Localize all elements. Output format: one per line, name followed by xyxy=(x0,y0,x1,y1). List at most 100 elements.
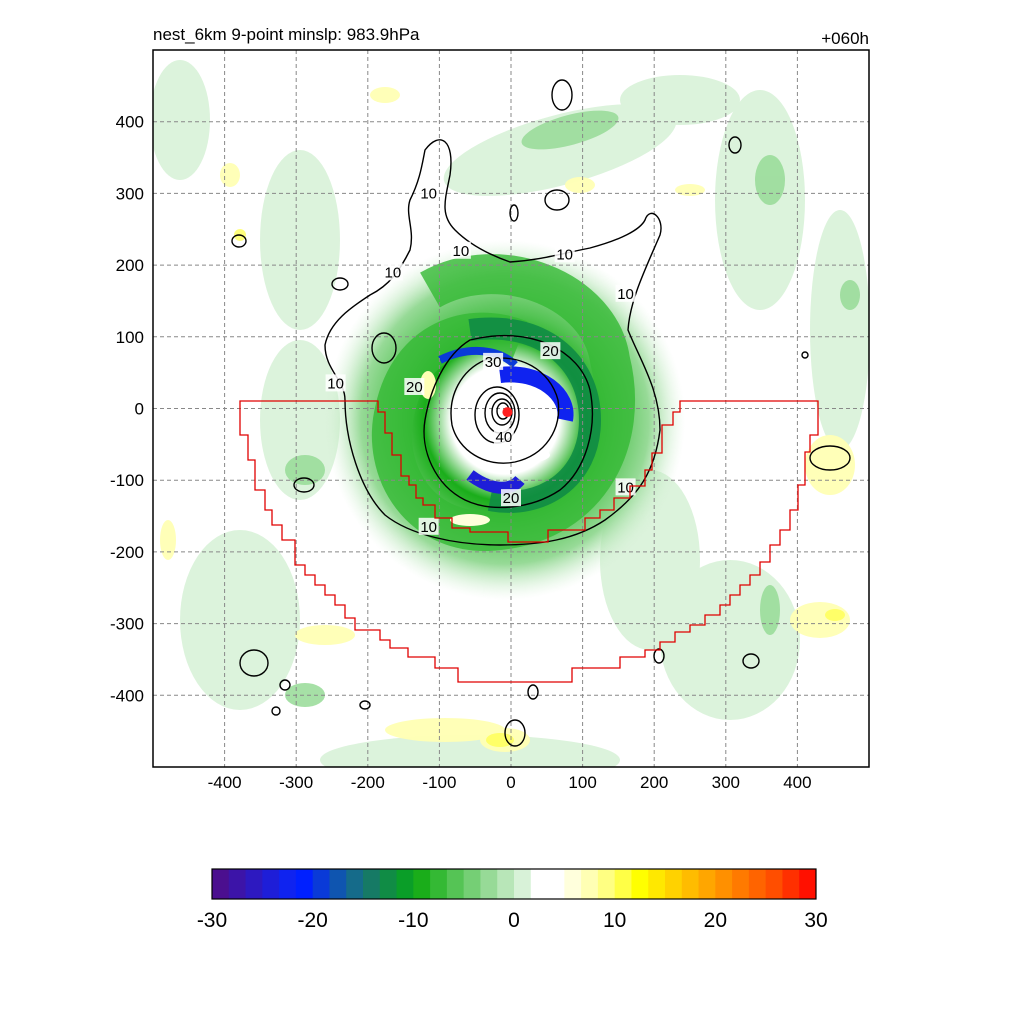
colorbar-swatch xyxy=(463,869,481,899)
colorbar-swatch xyxy=(212,869,230,899)
contour-label-bg xyxy=(483,352,504,370)
x-tick-label: 0 xyxy=(506,773,515,792)
colorbar-swatch xyxy=(245,869,263,899)
colorbar-swatch xyxy=(748,869,767,899)
contour-lines xyxy=(231,79,851,747)
contour-label-bg xyxy=(554,245,575,263)
contour-label-bg xyxy=(325,374,346,392)
contour-label: 10 xyxy=(617,286,634,303)
contour-label: 20 xyxy=(503,490,520,507)
colorbar-swatch xyxy=(581,869,599,899)
colorbar-swatch xyxy=(446,869,465,899)
colorbar-swatch xyxy=(295,869,314,899)
colorbar-swatch xyxy=(547,869,565,899)
y-tick-label: -200 xyxy=(110,543,144,562)
colorbar-swatch xyxy=(329,869,347,899)
colorbar-swatch xyxy=(665,869,683,899)
colorbar-swatch xyxy=(530,869,549,899)
colorbar-swatch xyxy=(597,869,616,899)
colorbar-frame xyxy=(211,868,817,900)
shaded-field xyxy=(153,60,869,767)
plot-frame xyxy=(152,49,870,768)
contour-labels: 10 10 10 10 10 10 10 10 20 20 20 30 40 xyxy=(325,184,636,536)
colorbar-swatch xyxy=(614,869,632,899)
contour-label-bg xyxy=(382,263,403,281)
colorbar-swatch xyxy=(363,869,381,899)
colorbar-swatch xyxy=(379,869,398,899)
chart-title-right: +060h xyxy=(821,29,869,48)
x-tick-label: 300 xyxy=(712,773,740,792)
y-tick-label: -100 xyxy=(110,471,144,490)
contour-label: 30 xyxy=(485,354,502,371)
x-tick-label: 200 xyxy=(640,773,668,792)
colorbar-swatch xyxy=(430,869,448,899)
colorbar-swatch xyxy=(698,869,716,899)
contour-label: 10 xyxy=(556,246,573,263)
colorbar-swatch xyxy=(480,869,498,899)
contour-label-bg xyxy=(450,241,471,259)
contour-label: 20 xyxy=(542,343,559,360)
x-tick-label: 100 xyxy=(568,773,596,792)
contour-label: 10 xyxy=(385,264,402,281)
y-tick-label: 100 xyxy=(116,328,144,347)
colorbar-swatch xyxy=(497,869,515,899)
x-tick-label: 400 xyxy=(783,773,811,792)
contour-label-bg xyxy=(615,284,636,302)
contour-label-bg xyxy=(493,428,514,446)
colorbar-tick-label: -20 xyxy=(297,909,327,932)
contour-label: 10 xyxy=(420,519,437,536)
colorbar-swatch xyxy=(715,869,733,899)
colorbar-swatch xyxy=(631,869,649,899)
contour-label-bg xyxy=(540,342,561,360)
storm-center-marker xyxy=(502,407,513,418)
colorbar-tick-label: 10 xyxy=(603,909,626,932)
grid-lines xyxy=(153,50,869,767)
colorbar-swatch xyxy=(732,869,750,899)
colorbar-ticks: -30 -20 -10 0 10 20 30 xyxy=(197,909,828,932)
colorbar-swatch xyxy=(346,869,364,899)
contour-label: 10 xyxy=(453,243,470,260)
y-tick-label: -400 xyxy=(110,686,144,705)
contour-label-bg xyxy=(501,489,521,507)
y-axis-ticks: 400 300 200 100 0 -100 -200 -300 -400 xyxy=(110,113,144,706)
contour-label: 10 xyxy=(327,375,344,392)
x-tick-label: -300 xyxy=(279,773,313,792)
contour-label: 10 xyxy=(617,479,634,496)
colorbar-tick-label: -10 xyxy=(398,909,428,932)
colorbar-tick-label: 0 xyxy=(508,909,520,932)
colorbar-swatch xyxy=(228,869,247,899)
colorbar-swatch xyxy=(648,869,666,899)
contour-label-bg xyxy=(418,517,439,535)
y-tick-label: -300 xyxy=(110,615,144,634)
colorbar-swatch xyxy=(312,869,330,899)
colorbar-swatch xyxy=(782,869,800,899)
contour-label: 10 xyxy=(420,185,437,202)
colorbar-tick-label: -30 xyxy=(197,909,227,932)
colorbar-swatch xyxy=(514,869,532,899)
colorbar-swatch xyxy=(765,869,783,899)
colorbar-swatch xyxy=(413,869,431,899)
colorbar-swatch xyxy=(279,869,297,899)
x-tick-label: -100 xyxy=(422,773,456,792)
chart-title-left: nest_6km 9-point minslp: 983.9hPa xyxy=(153,25,420,44)
contour-label: 20 xyxy=(406,379,423,396)
colorbar-swatch xyxy=(262,869,280,899)
colorbar-tick-label: 30 xyxy=(804,909,827,932)
colorbar-swatch xyxy=(564,869,582,899)
colorbar-swatch xyxy=(396,869,414,899)
colorbar-tick-label: 20 xyxy=(704,909,727,932)
contour-label-bg xyxy=(404,377,425,395)
colorbar-swatch xyxy=(799,869,817,899)
inner-domain-outline xyxy=(239,400,819,683)
x-tick-label: -200 xyxy=(351,773,385,792)
y-tick-label: 400 xyxy=(116,113,144,132)
contour-label-bg xyxy=(418,184,439,202)
colorbar xyxy=(211,868,817,900)
x-axis-ticks: -400 -300 -200 -100 0 100 200 300 400 xyxy=(208,773,812,792)
y-tick-label: 300 xyxy=(116,184,144,203)
y-tick-label: 0 xyxy=(135,400,144,419)
y-tick-label: 200 xyxy=(116,256,144,275)
x-tick-label: -400 xyxy=(208,773,242,792)
contour-label: 40 xyxy=(495,429,512,446)
